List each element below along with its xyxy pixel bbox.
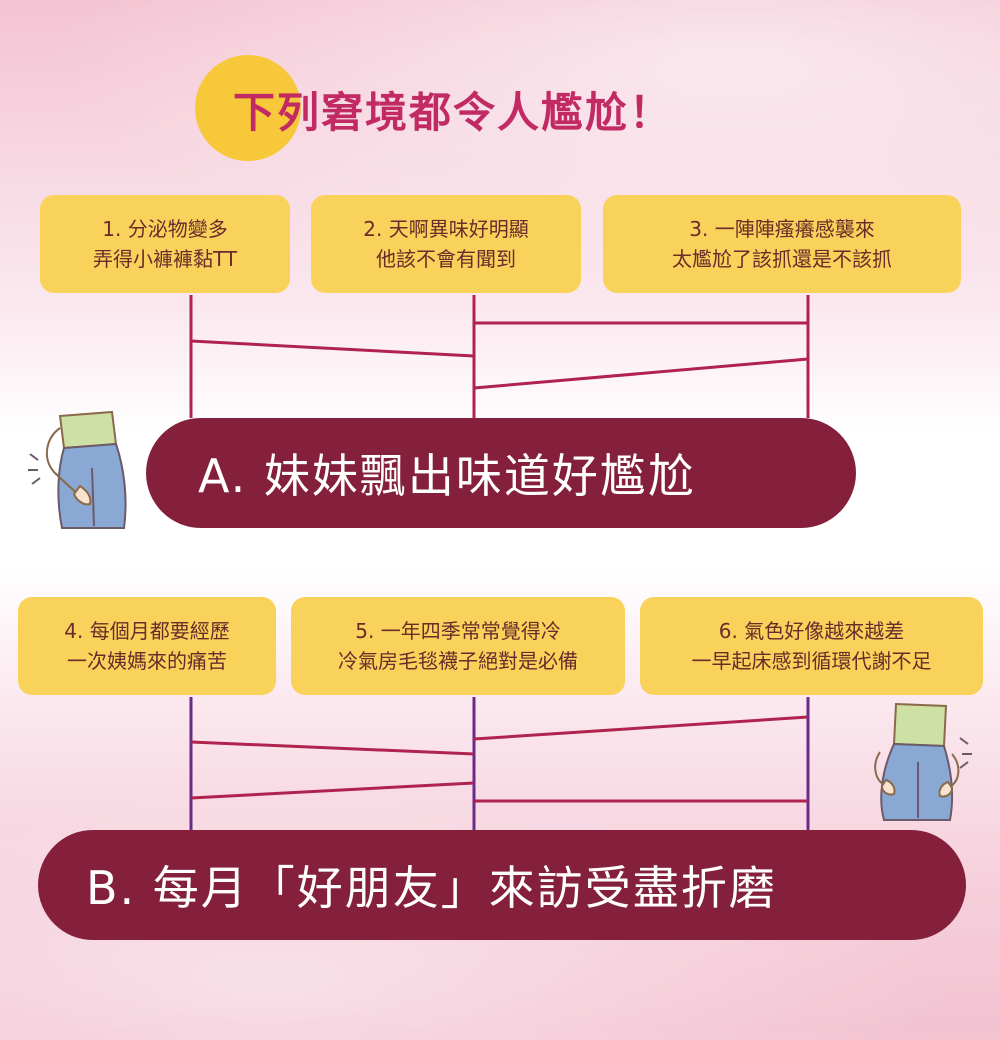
result-pill-b-text: B. 每月「好朋友」來訪受盡折磨: [86, 861, 777, 915]
symptom-box-1-line1: 1. 分泌物變多: [102, 217, 228, 241]
result-pill-b: B. 每月「好朋友」來訪受盡折磨: [38, 830, 966, 940]
symptom-box-2-line2: 他該不會有聞到: [376, 247, 516, 271]
woman-discomfort-illustration: [874, 702, 972, 821]
symptom-box-3-line2: 太尷尬了該抓還是不該抓: [672, 247, 892, 271]
title-area: 下列窘境都令人尷尬！: [195, 55, 815, 165]
symptom-box-3-line1: 3. 一陣陣瘙癢感襲來: [689, 217, 875, 241]
result-pill-a: A. 妹妹飄出味道好尷尬: [146, 418, 856, 528]
symptom-box-5: 5. 一年四季常常覺得冷 冷氣房毛毯襪子絕對是必備: [291, 597, 625, 695]
symptom-box-1-line2: 弄得小褲褲黏TT: [92, 247, 238, 271]
symptom-box-5-line1: 5. 一年四季常常覺得冷: [355, 619, 561, 643]
woman-scratching-illustration: [28, 410, 127, 529]
page-title: 下列窘境都令人尷尬！: [233, 88, 674, 137]
symptom-box-5-line2: 冷氣房毛毯襪子絕對是必備: [338, 649, 578, 673]
connector-lines-b: [189, 697, 810, 830]
symptom-box-2: 2. 天啊異味好明顯 他該不會有聞到: [311, 195, 581, 293]
symptom-box-4-line1: 4. 每個月都要經歷: [64, 619, 230, 643]
symptom-box-1: 1. 分泌物變多 弄得小褲褲黏TT: [40, 195, 290, 293]
symptom-box-6-line2: 一早起床感到循環代謝不足: [691, 649, 932, 673]
yellow-circle-decoration: [195, 55, 301, 161]
symptom-box-4-line2: 一次姨媽來的痛苦: [67, 649, 227, 673]
symptom-box-3: 3. 一陣陣瘙癢感襲來 太尷尬了該抓還是不該抓: [603, 195, 961, 293]
symptom-box-2-line1: 2. 天啊異味好明顯: [363, 217, 529, 241]
result-pill-a-text: A. 妹妹飄出味道好尷尬: [198, 449, 696, 503]
connector-lines-a: [189, 295, 810, 418]
symptom-box-6-line1: 6. 氣色好像越來越差: [718, 619, 905, 643]
symptom-box-4: 4. 每個月都要經歷 一次姨媽來的痛苦: [18, 597, 276, 695]
symptom-box-6: 6. 氣色好像越來越差 一早起床感到循環代謝不足: [640, 597, 983, 695]
connector-crosslines-b: [190, 715, 809, 803]
